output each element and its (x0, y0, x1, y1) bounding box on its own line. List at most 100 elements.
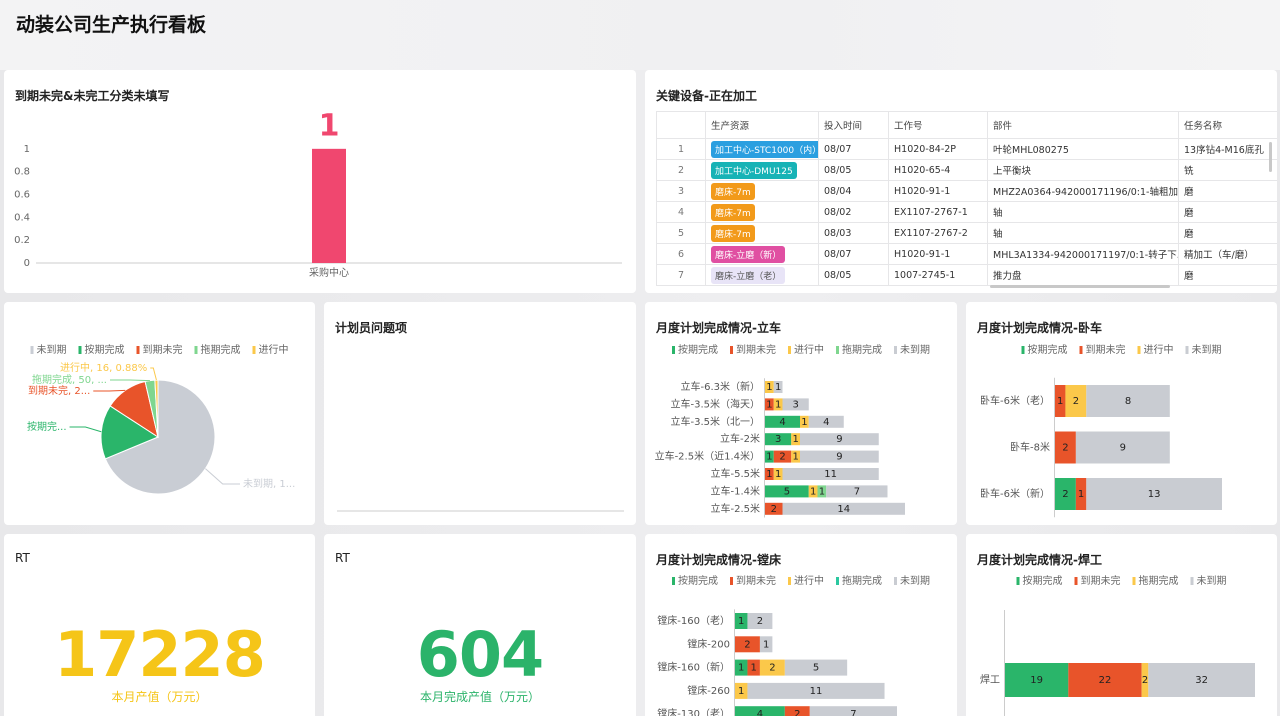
value-label: 5 (813, 663, 819, 674)
header-cell: 工作号 (888, 111, 988, 139)
value-label: 1 (792, 452, 798, 463)
value-label: 1 (775, 469, 781, 480)
legend-label: 未到期 (37, 344, 67, 356)
value-label: 1 (1057, 396, 1063, 407)
pie-slice (104, 379, 216, 495)
bar-segment (800, 450, 879, 463)
panel: 0 0.2 0.4 0.6 0.8 1 1 采购中心 到期未完&未完工分类未填写 (4, 70, 636, 293)
value-label: 1 (751, 663, 757, 674)
table-row: 5 磨床-7m 08/03 EX1107-2767-2 轴磨 (656, 222, 1277, 244)
kpi-value: 17228 (54, 618, 266, 691)
data-table: 生产资源 投入时间 工作号 部件 任务名称 1 加工中心-STC1000（内） 08/07 H1… (656, 111, 1277, 286)
panel-title: 到期未完&未完工分类未填写 (15, 89, 170, 103)
panel: 按期完成 到期未完 拖期完成 未到期 焊工 19 22 2 32 月度计划完成情况-焊工 (966, 534, 1277, 716)
y-tick-label: 镗床-160（老） (657, 614, 730, 627)
bar-segment (773, 381, 783, 393)
bar-segment (1065, 385, 1087, 417)
row-index: 7 (656, 264, 706, 286)
bar-segment (765, 468, 774, 480)
value-label: 4 (779, 417, 785, 428)
legend-marker (788, 577, 791, 585)
bar (312, 148, 346, 263)
y-tick-label: 0.6 (14, 190, 30, 201)
cell: H1020-65-4 (888, 159, 988, 181)
cell: 08/02 (818, 201, 889, 223)
value-label: 5 (784, 486, 790, 497)
table-row: 6 磨床-立磨（新） 08/07 H1020-91-1 MHL3A1334-942000… (656, 243, 1277, 265)
value-label: 11 (824, 469, 837, 480)
panel-title: 计划员问题项 (335, 321, 408, 335)
y-tick-label: 卧车-8米 (1010, 441, 1050, 454)
legend: 按期完成 到期未完 进行中 未到期 (1021, 343, 1222, 356)
legend-label: 到期未完 (736, 343, 776, 356)
legend-marker (894, 346, 897, 354)
bar-segment (1148, 663, 1255, 697)
row-index: 4 (656, 201, 706, 223)
cell: 精加工（车/磨） (1178, 243, 1277, 265)
cell: 08/05 (818, 264, 889, 286)
value-label: 1 (810, 486, 816, 497)
value-label: 22 (1099, 675, 1112, 686)
table-row: 2 加工中心-DMU125 08/05 H1020-65-4 上平衡块铣 (656, 159, 1277, 181)
leader-line (93, 389, 126, 392)
bar-segment (1005, 663, 1069, 697)
bar-segment (765, 381, 774, 393)
value-label: 4 (823, 417, 829, 428)
table-row: 4 磨床-7m 08/02 EX1107-2767-1 轴磨 (656, 201, 1277, 223)
value-label: 2 (771, 504, 777, 515)
row-index: 6 (656, 243, 706, 265)
legend-label: 进行中 (794, 574, 824, 587)
bar-segment (1075, 478, 1087, 510)
cell: 08/07 (818, 243, 889, 265)
legend-marker (730, 346, 733, 354)
leader-line (109, 379, 150, 382)
header-cell: 投入时间 (818, 111, 889, 139)
value-label: 8 (1125, 396, 1131, 407)
cell: 轴 (987, 201, 1179, 223)
value-label: 1 (738, 616, 744, 627)
bar-segment (782, 502, 905, 515)
legend-marker (1185, 346, 1189, 354)
scrollbar (1269, 142, 1272, 172)
legend-label: 未到期 (900, 344, 930, 356)
panel: 未到期 按期完成 到期未完 拖期完成 进行中 未到期, 1... 按期完... 到期未完, 2… (4, 302, 315, 525)
legend-marker (194, 346, 198, 354)
legend-label: 按期完成 (1028, 343, 1068, 356)
cell: 叶轮MHL080275 (987, 138, 1179, 160)
bar-segment (1055, 431, 1076, 464)
legend-label: 到期未完 (736, 574, 776, 587)
y-tick-label: 镗床-130（老） (657, 707, 730, 716)
bar-segment (735, 706, 785, 716)
panel: 计划员问题项 (324, 302, 636, 525)
cell: EX1107-2767-1 (888, 201, 988, 223)
cell: 磨 (1178, 264, 1277, 286)
legend-label: 拖期完成 (201, 343, 241, 356)
resource-tag: 加工中心-STC1000（内） (711, 140, 818, 158)
legend-marker (136, 346, 140, 354)
bar-segment (1086, 478, 1222, 510)
value-label: 9 (836, 452, 842, 463)
legend-label: 到期未完 (1086, 343, 1126, 356)
kpi-label: 本月产值（万元） (111, 690, 208, 704)
cell: 08/04 (818, 180, 889, 202)
legend-marker (1190, 577, 1194, 585)
legend-label: 进行中 (259, 343, 289, 356)
legend: 按期完成 到期未完 拖期完成 未到期 (1016, 574, 1227, 587)
value-label: 1 (766, 399, 772, 410)
header-cell: 任务名称 (1178, 111, 1277, 139)
legend-label: 按期完成 (678, 343, 718, 356)
y-tick-label: 0.8 (14, 167, 30, 178)
value-label: 13 (1148, 489, 1161, 500)
y-tick-label: 镗床-260 (687, 684, 730, 697)
header-cell (656, 111, 706, 139)
y-tick-label: 镗床-200 (687, 637, 730, 650)
value-label: 2 (794, 709, 800, 716)
cell: EX1107-2767-2 (888, 222, 988, 244)
cell: 磨床-7m (705, 201, 819, 223)
value-label: 1 (775, 382, 781, 393)
bar-segment (1141, 663, 1149, 697)
value-label: 1 (766, 452, 772, 463)
legend: 未到期 按期完成 到期未完 拖期完成 进行中 (30, 343, 289, 356)
cell: 轴 (987, 222, 1179, 244)
